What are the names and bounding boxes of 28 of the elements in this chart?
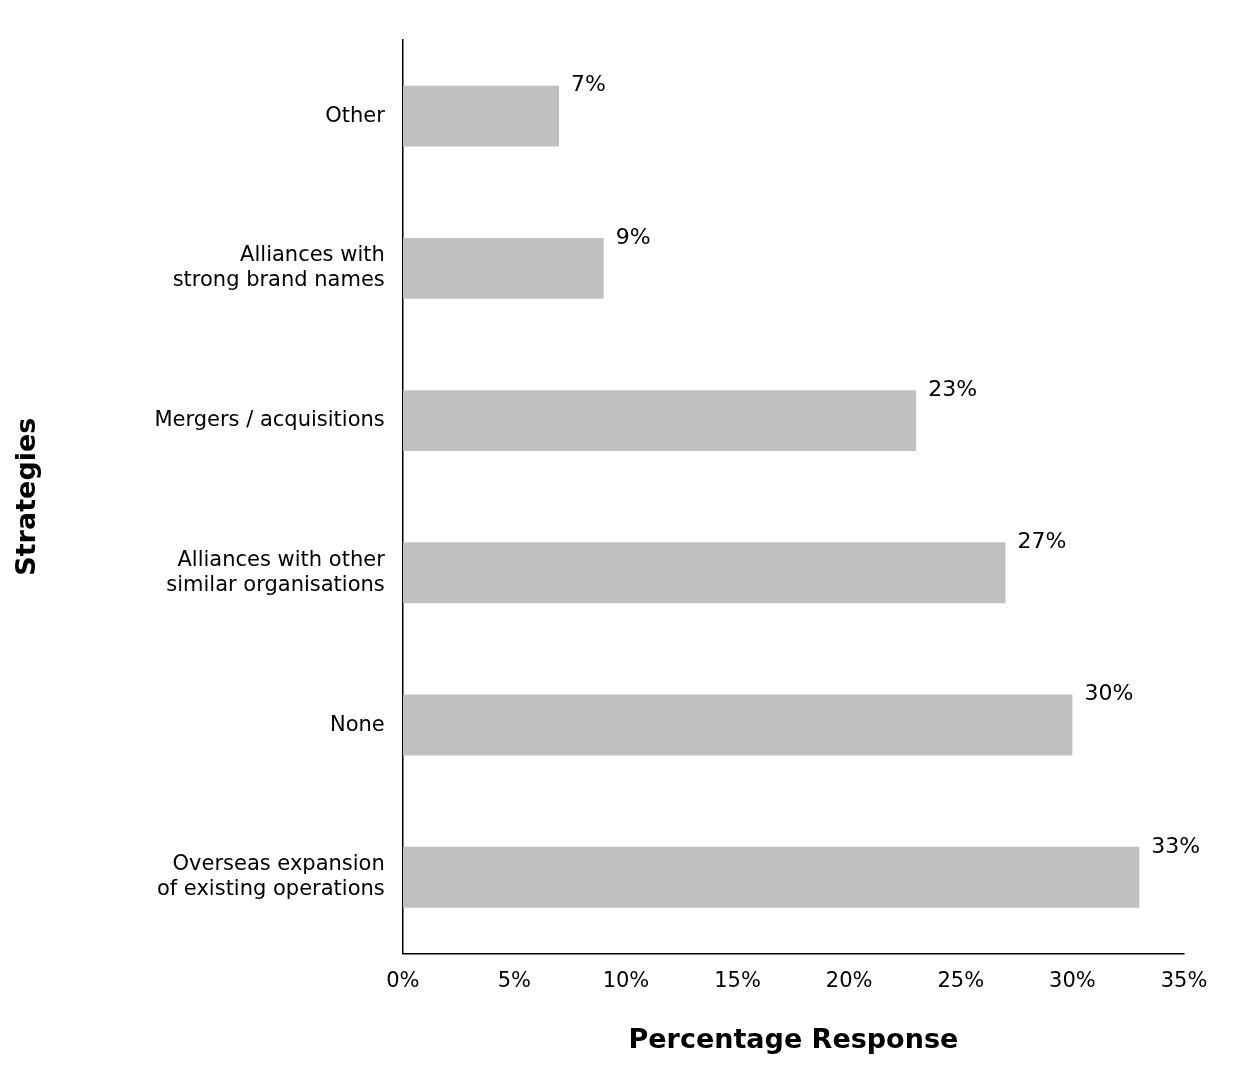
y-tick-label: Alliances with strong brand names [172,242,385,292]
x-tick-label: 5% [497,968,532,993]
data-label: 30% [1084,680,1134,706]
data-label: 27% [1017,528,1067,554]
bar [402,846,1140,908]
y-tick-label: Overseas expansion of existing operations [156,851,385,901]
y-tick-label: None [329,711,385,736]
data-label: 9% [615,223,651,249]
bar [402,237,604,299]
bar [402,390,917,452]
y-tick-label: Mergers / acquisitions [154,407,385,432]
y-tick-label: Alliances with other similar organisations [166,546,386,596]
data-label: 7% [571,71,606,97]
x-tick-label: 35% [1160,968,1208,993]
x-tick-label: 0% [386,968,420,993]
x-tick-label: 25% [937,968,985,993]
x-tick-label: 20% [825,968,873,993]
y-tick-label: Other [325,102,386,127]
y-axis-title: Strategies [10,417,42,576]
bar [402,85,560,147]
data-label: 33% [1151,832,1201,858]
x-tick-label: 30% [1049,968,1096,993]
bar [402,542,1006,604]
x-axis-title: Percentage Response [628,1022,959,1054]
x-tick-label: 10% [602,968,650,993]
x-tick-label: 15% [714,968,761,993]
data-label: 23% [928,375,978,401]
bar [402,694,1073,756]
